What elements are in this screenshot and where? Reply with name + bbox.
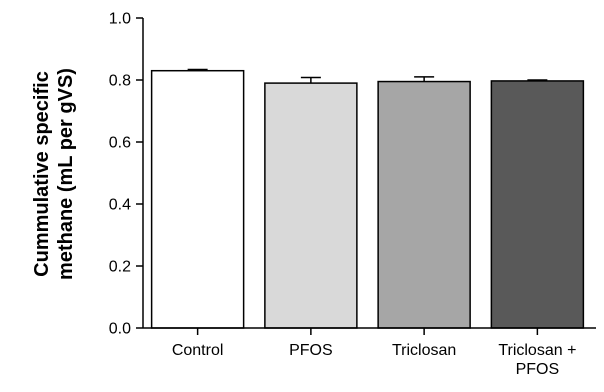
bar xyxy=(490,80,585,329)
bar xyxy=(150,69,245,329)
y-tick-label: 1.0 xyxy=(109,11,131,28)
y-tick-label: 0.4 xyxy=(109,197,131,214)
x-tick-label: Triclosan + PFOS xyxy=(498,342,576,378)
y-tick-label: 0.8 xyxy=(109,73,131,90)
x-tick-label-line: Triclosan xyxy=(392,342,456,359)
y-axis-title-line: methane (mL per gVS) xyxy=(55,68,77,280)
x-axis: Control PFOS Triclosan Triclosan + PFOS xyxy=(143,327,596,378)
x-tick-label: Triclosan xyxy=(392,342,456,359)
x-tick-label: Control xyxy=(172,342,224,359)
bars xyxy=(150,68,585,329)
y-axis: 0.0 0.2 0.4 0.6 0.8 1.0 xyxy=(109,11,144,338)
bar xyxy=(264,82,358,329)
y-axis-title-line: Cummulative specific xyxy=(31,71,53,277)
y-tick-label: 0.0 xyxy=(109,321,131,338)
x-tick-label-line: Triclosan + xyxy=(498,342,576,359)
x-tick-label-line: PFOS xyxy=(289,342,333,359)
x-tick-label-line: PFOS xyxy=(516,361,560,378)
y-tick-label: 0.6 xyxy=(109,135,131,152)
x-tick-label-line: Control xyxy=(172,342,224,359)
y-tick-label: 0.2 xyxy=(109,259,131,276)
x-tick-label: PFOS xyxy=(289,342,333,359)
bar xyxy=(377,80,471,329)
y-axis-title: Cummulative specific methane (mL per gVS) xyxy=(31,68,77,280)
y-axis-label: Cummulative specific methane (mL per gVS) xyxy=(31,68,77,280)
